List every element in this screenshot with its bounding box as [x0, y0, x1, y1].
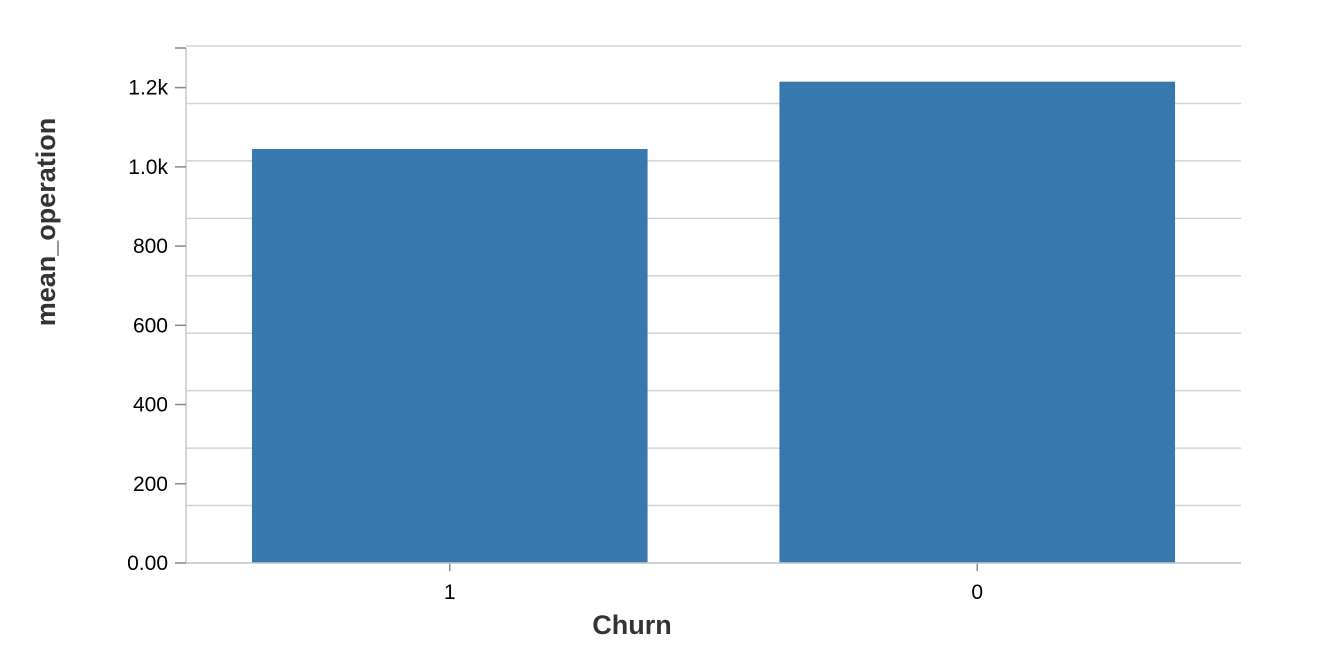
x-tick-label: 0: [971, 581, 983, 604]
y-tick-label: 800: [133, 235, 168, 258]
y-axis-title: mean_operation: [31, 118, 61, 327]
y-tick-label: 400: [133, 394, 168, 417]
y-tick-label: 600: [133, 314, 168, 337]
x-axis-title: Churn: [592, 610, 671, 640]
axes: 1 0 0.00 200 400 600 800 1.0k 1.2k: [127, 47, 1241, 604]
x-tick-label: 1: [444, 581, 456, 604]
y-tick-label: 0.00: [127, 552, 168, 575]
bar: [779, 81, 1176, 563]
y-tick-label: 1.0k: [128, 156, 168, 179]
bar: [251, 149, 648, 563]
bars: [251, 81, 1176, 563]
y-tick-label: 1.2k: [128, 77, 168, 100]
y-tick-label: 200: [133, 473, 168, 496]
